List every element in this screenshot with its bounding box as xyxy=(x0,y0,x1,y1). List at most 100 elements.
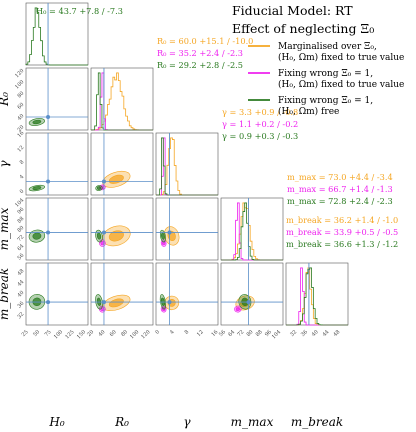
tick-label-x-mmax: 80 xyxy=(246,329,255,338)
contour-inner-series-2 xyxy=(161,232,165,240)
tick-label-y-gamma: 4 xyxy=(19,173,26,180)
axis-label-x-mmax: m_max xyxy=(231,415,274,429)
tick-label-x-mbreak: 48 xyxy=(332,329,341,338)
legend-label-cont: (H₀, Ωm) fixed to true value xyxy=(278,79,404,90)
panel-mmax-vs-R0 xyxy=(90,197,154,261)
contour-inner-series-2 xyxy=(32,186,42,191)
tick-label-y-mbreak: 32 xyxy=(16,311,25,320)
tick-label-x-gamma: 0 xyxy=(154,329,161,336)
panel-frame xyxy=(90,262,154,326)
annotations-layer: H₀ = 43.7 +7.8 / -7.3 R₀ = 60.0 +15.1 / -… xyxy=(36,6,398,249)
tick-label-x-mmax: 88 xyxy=(255,329,264,338)
contour-inner-series-2 xyxy=(32,119,42,125)
legend-title-line-1: Fiducial Model: RT xyxy=(232,3,353,18)
panel-frame xyxy=(220,197,284,261)
tick-label-x-mmax: 72 xyxy=(236,329,245,338)
estimate-mbreak-series-1: m_break = 33.9 +0.5 / -0.5 xyxy=(286,227,398,237)
contour-inner-series-0 xyxy=(108,230,124,242)
truth-point xyxy=(246,300,251,305)
tick-label-x-H0: 25 xyxy=(21,329,30,338)
panel-frame xyxy=(25,132,89,196)
legend-label: Fixing wrong Ξ₀ = 1, xyxy=(278,96,373,106)
panel-frame xyxy=(25,2,89,66)
tick-label-y-R0: 40 xyxy=(16,113,25,122)
tick-label-x-mmax: 56 xyxy=(218,329,227,338)
estimate-gamma-series-2: γ = 0.9 +0.3 / -0.3 xyxy=(222,131,298,141)
legend-label: Fixing wrong Ξ₀ = 1, xyxy=(278,69,373,79)
estimate-R0-series-1: R₀ = 35.2 +2.4 / -2.3 xyxy=(157,48,243,58)
tick-label-x-mbreak: 44 xyxy=(322,329,331,338)
tick-label-y-gamma: 16 xyxy=(16,130,25,139)
panel-frame xyxy=(155,262,219,326)
truth-point xyxy=(101,230,106,235)
tick-label-x-R0: 20 xyxy=(86,329,95,338)
contour-inner-series-2 xyxy=(96,186,102,190)
tick-label-y-mbreak: 44 xyxy=(16,279,25,288)
contour-inner-series-2 xyxy=(32,232,42,240)
tick-label-x-gamma: 4 xyxy=(169,329,176,336)
tick-label-x-H0: 125 xyxy=(64,329,75,340)
tick-label-x-R0: 120 xyxy=(140,329,151,340)
estimate-mbreak-series-2: m_break = 36.6 +1.3 / -1.2 xyxy=(286,239,398,249)
histogram-R0-series-2 xyxy=(90,72,153,131)
axis-label-x-gamma: γ xyxy=(183,415,191,429)
panel-mmax-vs-gamma xyxy=(155,197,219,261)
panel-mmax-vs-mmax xyxy=(220,197,284,261)
tick-label-y-mbreak: 48 xyxy=(16,268,25,277)
estimate-H0-series-2: H₀ = 43.7 +7.8 / -7.3 xyxy=(36,6,123,16)
tick-label-x-gamma: 12 xyxy=(196,329,205,338)
panel-mbreak-vs-gamma: 0 4 8 12 16 xyxy=(154,262,219,338)
estimate-mmax-series-0: m_max = 73.0 +4.4 / -3.4 xyxy=(287,172,393,182)
panel-frame xyxy=(25,67,89,131)
tick-label-y-mmax: 72 xyxy=(16,234,25,243)
contour-inner-series-0 xyxy=(108,298,124,308)
estimate-mbreak-series-0: m_break = 36.2 +1.4 / -1.0 xyxy=(286,215,398,225)
panel-R0-vs-R0 xyxy=(90,67,154,131)
truth-point xyxy=(46,179,51,184)
tick-label-y-R0: 100 xyxy=(14,79,25,90)
truth-point xyxy=(167,300,172,305)
axis-label-x-H0: H₀ xyxy=(48,415,64,429)
tick-label-y-gamma: 8 xyxy=(19,159,26,166)
axis-label-x-mbreak: m_break xyxy=(291,415,343,429)
tick-label-x-mbreak: 40 xyxy=(311,329,320,338)
tick-label-x-mmax: 104 xyxy=(271,329,283,341)
tick-label-y-mmax: 104 xyxy=(14,197,26,209)
tick-label-y-mmax: 56 xyxy=(16,253,25,262)
tick-label-x-gamma: 8 xyxy=(184,329,191,336)
panel-frame xyxy=(220,262,284,326)
estimate-R0-series-0: R₀ = 60.0 +15.1 / -10.0 xyxy=(157,36,253,46)
tick-label-x-mmax: 96 xyxy=(264,329,273,338)
truth-point xyxy=(101,179,106,184)
legend-entry-1: Fixing wrong Ξ₀ = 1,(H₀, Ωm) fixed to tr… xyxy=(248,69,404,90)
panel-frame xyxy=(90,197,154,261)
estimate-gamma-series-1: γ = 1.1 +0.2 / -0.2 xyxy=(222,119,298,129)
histogram-gamma-series-2 xyxy=(156,137,218,196)
estimate-gamma-series-0: γ = 3.3 +0.9 / -0.8 xyxy=(222,107,298,117)
tick-label-y-mbreak: 36 xyxy=(16,301,25,310)
panel-frame xyxy=(25,197,89,261)
tick-label-y-mmax: 80 xyxy=(16,225,25,234)
legend-entry-2: Fixing wrong Ξ₀ = 1,(H₀, Ωm) free xyxy=(248,96,373,117)
legend-label-cont: (H₀, Ωm) free xyxy=(278,106,339,117)
histogram-H0-series-2 xyxy=(25,7,88,66)
tick-label-y-mmax: 88 xyxy=(16,216,25,225)
axis-label-y-mbreak: m_break xyxy=(0,268,11,320)
tick-label-x-R0: 100 xyxy=(129,329,140,340)
panel-H0-vs-H0 xyxy=(25,2,89,66)
axis-label-y-gamma: γ xyxy=(0,160,11,168)
tick-label-y-mmax: 64 xyxy=(16,243,25,252)
tick-label-y-gamma: 12 xyxy=(16,145,25,154)
estimate-mmax-series-1: m_max = 66.7 +1.4 / -1.3 xyxy=(287,184,393,194)
legend-label: Marginalised over Ξ₀, xyxy=(278,42,377,52)
tick-label-x-R0: 40 xyxy=(98,329,107,338)
tick-label-x-H0: 50 xyxy=(32,329,41,338)
estimate-mmax-series-2: m_max = 72.8 +2.4 / -2.3 xyxy=(287,196,393,206)
tick-label-x-H0: 150 xyxy=(76,329,87,340)
panel-gamma-vs-H0: 0 4 8 12 16 xyxy=(16,130,89,196)
tick-label-y-R0: 80 xyxy=(16,91,25,100)
